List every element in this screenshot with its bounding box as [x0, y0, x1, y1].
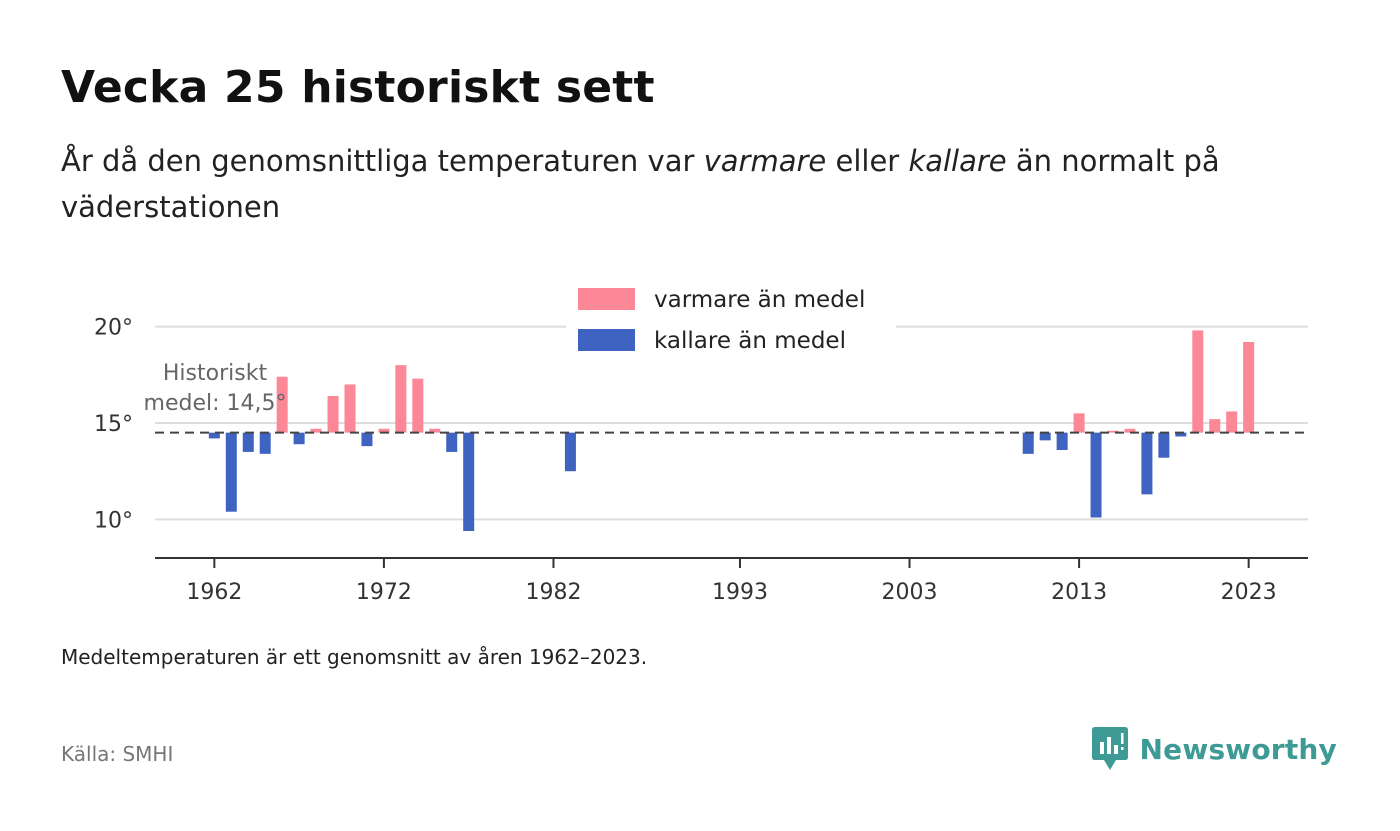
x-tick-label: 1982: [525, 580, 581, 605]
bar-warm: [1226, 411, 1238, 433]
x-tick-label: 2023: [1221, 580, 1277, 605]
x-tick-label: 1962: [186, 580, 242, 605]
bar-warm: [327, 396, 339, 433]
bar-cold: [225, 432, 237, 512]
bar-warm: [429, 428, 441, 433]
bar-warm: [412, 378, 424, 433]
subtitle-text-2: eller: [826, 144, 909, 178]
source-credit: Källa: SMHI: [61, 742, 174, 766]
bar-cold: [446, 432, 458, 452]
chart-subtitle: År då den genomsnittliga temperaturen va…: [61, 138, 1301, 230]
legend-swatch-warm: [578, 288, 635, 310]
subtitle-text-3: än normalt på väderstationen: [61, 144, 1220, 224]
bar-warm: [1073, 413, 1085, 433]
brand-logo: Newsworthy: [1091, 727, 1337, 771]
x-tick-label: 1972: [356, 580, 412, 605]
subtitle-emphasis-cold: kallare: [908, 144, 1007, 178]
chart-area: 10° 15° 20° Historiskt medel: 14,5° 1962 197…: [0, 270, 1400, 620]
y-tick-label: 20°: [94, 316, 133, 341]
bar-cold: [259, 432, 271, 454]
y-axis-ticks: 10° 15° 20°: [94, 316, 133, 534]
bar-cold: [208, 432, 220, 439]
baseline-label: Historiskt medel: 14,5°: [144, 361, 287, 416]
y-tick-label: 15°: [94, 412, 133, 437]
bar-cold: [564, 432, 576, 472]
bar-warm: [310, 428, 322, 433]
legend: varmare än medel kallare än medel: [566, 276, 896, 358]
bar-cold: [1141, 432, 1153, 495]
temperature-bar-chart: 10° 15° 20° Historiskt medel: 14,5° 1962 197…: [94, 276, 1308, 605]
bar-warm: [378, 428, 390, 433]
bar-cold: [1039, 432, 1051, 441]
bar-cold: [361, 432, 373, 447]
x-axis: 1962 1972 1982 1993 2003 2013 2023: [155, 557, 1308, 605]
x-tick-label: 2003: [882, 580, 938, 605]
bar-warm: [1124, 428, 1136, 433]
subtitle-text-1: År då den genomsnittliga temperaturen va…: [61, 144, 704, 178]
bar-warm: [1192, 330, 1204, 433]
y-tick-label: 10°: [94, 508, 133, 533]
subtitle-emphasis-warm: varmare: [703, 144, 827, 178]
bar-warm: [1243, 342, 1255, 433]
bar-cold: [1175, 432, 1187, 437]
footnote: Medeltemperaturen är ett genomsnitt av å…: [61, 645, 648, 669]
bar-warm: [276, 376, 288, 433]
x-tick-label: 1993: [712, 580, 768, 605]
bar-cold: [242, 432, 254, 452]
baseline-label-line: Historiskt: [163, 361, 268, 386]
bar-cold: [293, 432, 305, 445]
bar-cold: [463, 432, 475, 531]
bar-cold: [1056, 432, 1068, 450]
bars: [208, 330, 1255, 531]
bar-cold: [1090, 432, 1102, 518]
bar-cold: [1158, 432, 1170, 458]
bar-warm: [1107, 430, 1119, 433]
bar-warm: [344, 384, 356, 433]
brand-name: Newsworthy: [1139, 732, 1337, 766]
chart-title: Vecka 25 historiskt sett: [61, 62, 655, 113]
legend-label-cold: kallare än medel: [654, 328, 846, 354]
newsworthy-logo-icon: [1091, 727, 1128, 770]
legend-label-warm: varmare än medel: [654, 287, 865, 313]
baseline: Historiskt medel: 14,5°: [144, 361, 1308, 434]
baseline-label-line: medel: 14,5°: [144, 391, 287, 416]
bar-warm: [395, 365, 407, 433]
bar-warm: [1209, 419, 1221, 433]
legend-swatch-cold: [578, 329, 635, 351]
bar-cold: [1022, 432, 1034, 454]
x-tick-label: 2013: [1051, 580, 1107, 605]
